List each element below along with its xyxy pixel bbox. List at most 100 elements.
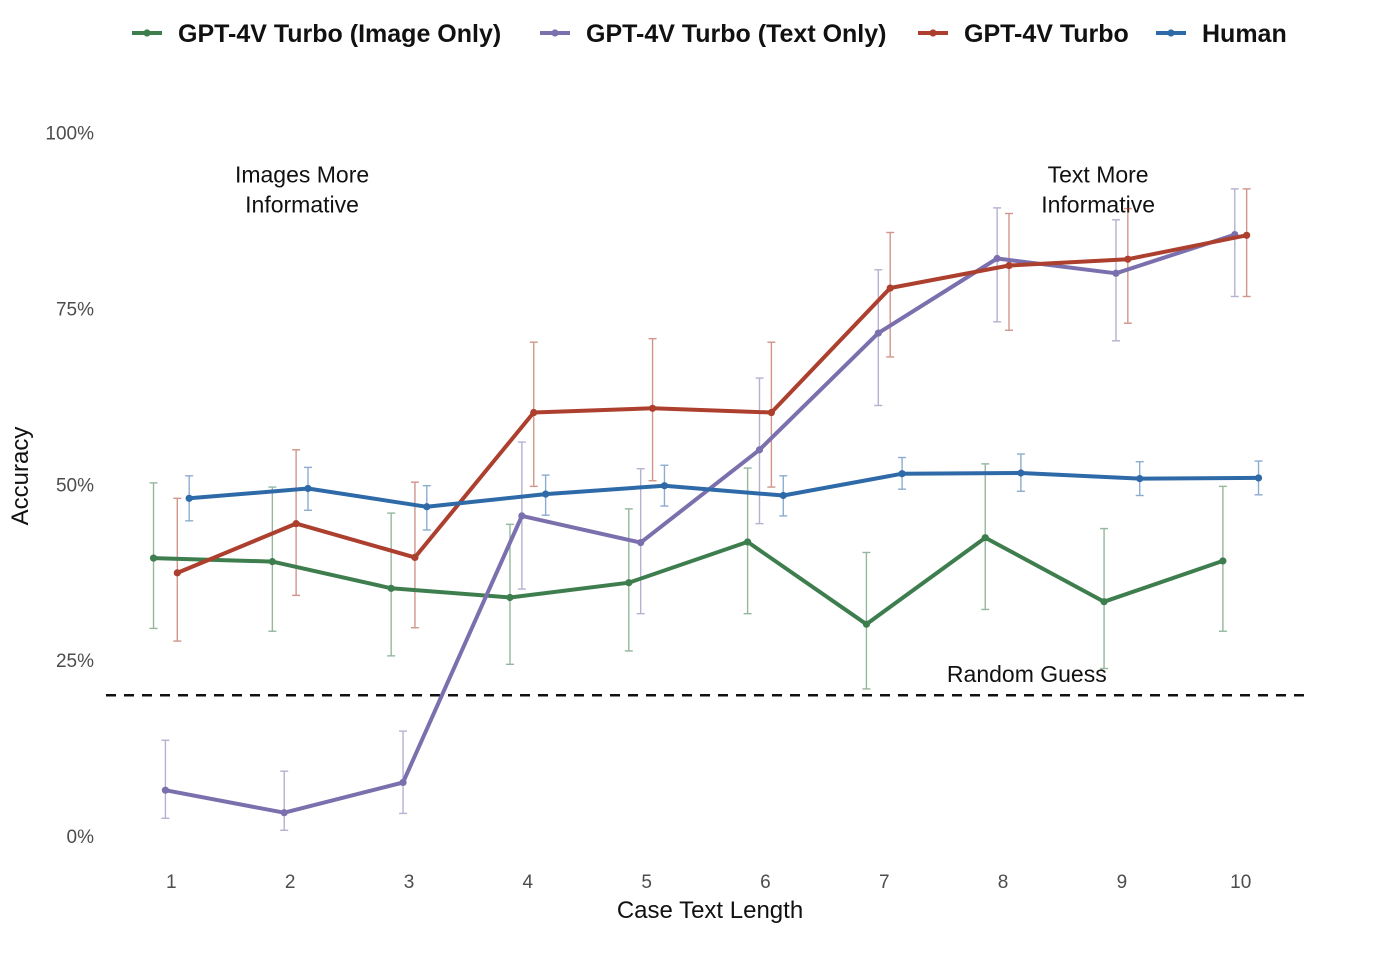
y-axis-title: Accuracy	[7, 427, 34, 526]
data-point-gpt-4v-turbo-text-only	[993, 254, 1001, 263]
random-guess-label: Random Guess	[947, 661, 1107, 687]
legend-swatch-point	[551, 29, 559, 37]
legend-label: GPT-4V Turbo (Text Only)	[586, 20, 886, 48]
error-bar	[1005, 212, 1014, 331]
error-bar	[1230, 188, 1239, 298]
data-point-gpt-4v-turbo	[292, 520, 300, 528]
data-point-gpt-4v-turbo-text-only	[874, 329, 882, 337]
error-bar	[399, 730, 408, 815]
legend-swatch-point	[1167, 29, 1175, 37]
error-bars-gpt-4v-turbo-text-only	[161, 188, 1239, 831]
x-axis-title: Case Text Length	[617, 897, 803, 924]
legend-swatch-point	[143, 29, 151, 37]
error-bars-gpt-4v-turbo-image-only	[149, 463, 1227, 690]
annotation-line: Images More	[235, 162, 369, 188]
error-bar	[161, 739, 170, 820]
data-point-gpt-4v-turbo	[1005, 261, 1013, 270]
error-bars-gpt-4v-turbo	[173, 188, 1251, 642]
x-tick-label: 9	[1117, 872, 1128, 893]
error-bar	[1111, 219, 1120, 342]
axes: Accuracy Case Text Length 0% 25% 50% 75% 100…	[7, 124, 1251, 924]
error-bar	[886, 231, 895, 358]
x-tick-label: 8	[998, 872, 1009, 893]
data-point-gpt-4v-turbo	[411, 553, 419, 562]
annotations: Images More Informative Text More Informati…	[235, 162, 1155, 218]
data-point-gpt-4v-turbo	[767, 408, 775, 417]
x-tick-label: 2	[285, 872, 296, 893]
error-bar	[1242, 188, 1251, 298]
x-tick-label: 10	[1230, 872, 1251, 893]
data-point-gpt-4v-turbo-image-only	[506, 593, 514, 602]
data-point-human	[185, 494, 193, 502]
data-point-human	[1017, 469, 1025, 477]
data-point-gpt-4v-turbo	[1243, 231, 1251, 239]
legend-swatch-point	[929, 29, 937, 37]
data-point-gpt-4v-turbo-image-only	[387, 584, 395, 592]
data-point-gpt-4v-turbo-image-only	[744, 538, 752, 546]
data-point-gpt-4v-turbo-image-only	[862, 620, 871, 628]
legend-item-human: Human	[1156, 20, 1287, 48]
x-tick-label: 5	[641, 872, 652, 893]
data-point-gpt-4v-turbo-text-only	[755, 446, 764, 454]
error-bar	[993, 207, 1002, 323]
y-tick-label: 0%	[67, 827, 95, 848]
data-point-human	[779, 491, 787, 500]
x-tick-label: 4	[523, 872, 534, 893]
series-line-gpt-4v-turbo-image-only	[151, 535, 1225, 627]
data-point-gpt-4v-turbo-image-only	[981, 534, 989, 542]
x-tick-label: 3	[404, 872, 415, 893]
legend-item-gpt-4v-turbo-text-only: GPT-4V Turbo (Text Only)	[540, 20, 886, 48]
data-point-gpt-4v-turbo	[1124, 255, 1132, 263]
data-point-gpt-4v-turbo-text-only	[280, 809, 288, 817]
data-point-human	[1136, 475, 1144, 483]
data-point-gpt-4v-turbo	[173, 569, 181, 577]
legend-item-gpt-4v-turbo-image-only: GPT-4V Turbo (Image Only)	[132, 20, 501, 48]
data-point-gpt-4v-turbo-image-only	[1100, 598, 1108, 606]
y-tick-label: 25%	[56, 651, 94, 672]
data-point-gpt-4v-turbo	[648, 404, 657, 412]
legend-label: Human	[1202, 20, 1287, 48]
data-point-gpt-4v-turbo-text-only	[518, 512, 526, 520]
x-tick-label: 7	[879, 872, 890, 893]
data-point-gpt-4v-turbo-image-only	[1219, 557, 1227, 565]
data-point-gpt-4v-turbo-image-only	[149, 554, 158, 562]
data-point-human	[542, 490, 550, 498]
legend-label: GPT-4V Turbo	[964, 20, 1129, 48]
data-point-gpt-4v-turbo-text-only	[161, 786, 170, 794]
annotation-line: Text More	[1048, 162, 1149, 188]
legend-item-gpt-4v-turbo: GPT-4V Turbo	[918, 20, 1129, 48]
annotation: Images More Informative	[235, 162, 369, 218]
data-point-human	[304, 484, 312, 493]
legend: GPT-4V Turbo (Image Only) GPT-4V Turbo (T…	[132, 20, 1287, 48]
series-lines	[149, 230, 1263, 817]
annotation-line: Informative	[1041, 192, 1155, 218]
series-line-gpt-4v-turbo	[175, 233, 1249, 575]
y-tick-label: 100%	[45, 124, 94, 145]
data-point-human	[1254, 474, 1263, 482]
data-point-human	[423, 503, 431, 511]
series-line-gpt-4v-turbo-text-only	[163, 232, 1237, 815]
data-point-gpt-4v-turbo-text-only	[1112, 269, 1120, 277]
error-bar	[1123, 207, 1132, 324]
data-point-gpt-4v-turbo-text-only	[399, 778, 407, 787]
error-bar	[874, 269, 883, 407]
y-tick-label: 75%	[56, 299, 94, 320]
y-tick-label: 50%	[56, 475, 94, 496]
data-point-gpt-4v-turbo	[530, 408, 538, 417]
reference-line-group: Random Guess	[106, 661, 1312, 697]
data-point-human	[660, 482, 669, 490]
annotation-line: Informative	[245, 192, 359, 218]
legend-label: GPT-4V Turbo (Image Only)	[178, 20, 501, 48]
x-tick-label: 6	[760, 872, 771, 893]
series-line-human	[187, 471, 1261, 509]
x-tick-label: 1	[166, 872, 177, 893]
data-point-human	[898, 470, 906, 478]
data-point-gpt-4v-turbo	[886, 284, 894, 292]
error-bars	[149, 188, 1263, 831]
data-point-gpt-4v-turbo-text-only	[637, 539, 645, 547]
data-point-gpt-4v-turbo-image-only	[625, 579, 633, 587]
data-point-gpt-4v-turbo-image-only	[268, 558, 276, 566]
error-bar	[387, 512, 396, 657]
